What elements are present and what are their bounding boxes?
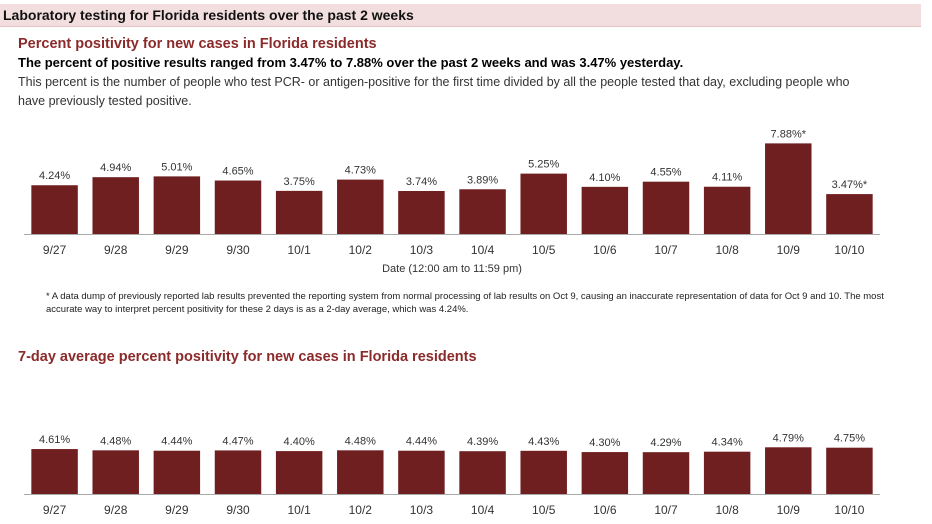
- bar-avg-12: [765, 447, 812, 494]
- x-tick-avg-7: 10/4: [471, 503, 495, 517]
- data-label-avg-12: 4.79%: [773, 432, 804, 444]
- data-label-daily-1: 4.94%: [100, 162, 131, 174]
- bar-avg-3: [214, 450, 262, 494]
- x-tick-daily-12: 10/9: [777, 243, 801, 257]
- data-label-avg-13: 4.75%: [834, 433, 865, 445]
- data-label-daily-6: 3.74%: [406, 176, 437, 188]
- x-tick-daily-9: 10/6: [593, 243, 617, 257]
- data-label-daily-0: 4.24%: [39, 170, 70, 182]
- x-tick-daily-11: 10/8: [715, 243, 739, 257]
- data-label-daily-9: 4.10%: [589, 172, 620, 184]
- bar-daily-11: [703, 186, 751, 234]
- data-label-daily-7: 3.89%: [467, 174, 498, 186]
- x-tick-avg-4: 10/1: [287, 503, 311, 517]
- bar-avg-7: [459, 451, 506, 494]
- x-tick-avg-11: 10/8: [715, 503, 739, 517]
- bar-daily-5: [337, 179, 384, 234]
- bar-daily-3: [214, 180, 262, 234]
- percent-positivity-chart: 4.24% 9/27 4.94% 9/28 5.01% 9/29 4.65% 9/30 3.75…: [24, 128, 880, 275]
- x-tick-daily-10: 10/7: [654, 243, 678, 257]
- bar-daily-4: [275, 190, 323, 234]
- x-tick-daily-3: 9/30: [226, 243, 250, 257]
- x-tick-daily-13: 10/10: [834, 243, 864, 257]
- data-label-daily-13: 3.47%*: [832, 179, 868, 191]
- data-label-avg-0: 4.61%: [39, 434, 70, 446]
- data-label-daily-2: 5.01%: [161, 161, 192, 173]
- data-label-avg-9: 4.30%: [589, 437, 620, 449]
- x-tick-avg-6: 10/3: [410, 503, 434, 517]
- x-tick-avg-1: 9/28: [104, 503, 128, 517]
- bar-daily-7: [459, 189, 506, 234]
- bar-avg-4: [275, 451, 323, 494]
- x-tick-daily-6: 10/3: [410, 243, 434, 257]
- x-tick-avg-0: 9/27: [43, 503, 67, 517]
- bar-daily-2: [153, 176, 201, 234]
- x-tick-avg-5: 10/2: [349, 503, 373, 517]
- data-label-avg-5: 4.48%: [345, 435, 376, 447]
- page-title: Laboratory testing for Florida residents…: [3, 7, 414, 23]
- data-label-avg-1: 4.48%: [100, 435, 131, 447]
- bar-avg-2: [153, 450, 201, 494]
- data-label-daily-4: 3.75%: [284, 176, 315, 188]
- data-label-avg-8: 4.43%: [528, 436, 559, 448]
- bar-daily-0: [31, 185, 78, 234]
- x-tick-avg-3: 9/30: [226, 503, 250, 517]
- x-tick-daily-1: 9/28: [104, 243, 128, 257]
- bar-avg-5: [337, 450, 384, 494]
- data-label-daily-5: 4.73%: [345, 165, 376, 177]
- x-axis-title-daily: Date (12:00 am to 11:59 pm): [382, 263, 522, 275]
- bar-avg-11: [703, 451, 751, 494]
- data-label-daily-11: 4.11%: [712, 172, 743, 184]
- bar-daily-8: [520, 173, 567, 234]
- x-tick-avg-2: 9/29: [165, 503, 189, 517]
- data-label-daily-12: 7.88%*: [771, 128, 807, 140]
- data-label-daily-8: 5.25%: [528, 159, 559, 171]
- chart2-title: 7-day average percent positivity for new…: [18, 349, 477, 365]
- bar-avg-0: [31, 449, 78, 494]
- x-tick-daily-2: 9/29: [165, 243, 189, 257]
- data-label-daily-3: 4.65%: [222, 166, 253, 178]
- chart1-footnote: * A data dump of previously reported lab…: [46, 291, 884, 315]
- x-tick-avg-10: 10/7: [654, 503, 678, 517]
- data-label-avg-7: 4.39%: [467, 436, 498, 448]
- data-label-avg-11: 4.34%: [712, 437, 743, 449]
- bar-daily-6: [398, 190, 445, 234]
- x-tick-daily-5: 10/2: [349, 243, 373, 257]
- data-label-avg-4: 4.40%: [284, 436, 315, 448]
- data-label-avg-3: 4.47%: [222, 435, 253, 447]
- data-label-avg-10: 4.29%: [650, 437, 681, 449]
- x-tick-avg-12: 10/9: [777, 503, 801, 517]
- chart1-headline: The percent of positive results ranged f…: [18, 55, 684, 70]
- bar-daily-9: [581, 186, 629, 234]
- bar-avg-6: [398, 450, 445, 494]
- x-tick-daily-8: 10/5: [532, 243, 556, 257]
- chart1-description: This percent is the number of people who…: [18, 75, 850, 108]
- x-tick-avg-13: 10/10: [834, 503, 864, 517]
- x-tick-avg-9: 10/6: [593, 503, 617, 517]
- data-label-avg-6: 4.44%: [406, 436, 437, 448]
- bar-avg-9: [581, 452, 629, 494]
- bar-avg-8: [520, 450, 567, 494]
- bar-daily-12: [765, 143, 812, 234]
- header-band: Laboratory testing for Florida residents…: [0, 4, 921, 27]
- bar-daily-10: [642, 181, 690, 234]
- data-label-avg-2: 4.44%: [161, 436, 192, 448]
- bar-daily-1: [92, 177, 139, 234]
- x-tick-daily-7: 10/4: [471, 243, 495, 257]
- bar-avg-10: [642, 452, 690, 494]
- x-tick-daily-0: 9/27: [43, 243, 67, 257]
- bar-daily-13: [826, 194, 873, 234]
- bar-avg-13: [826, 447, 873, 494]
- x-tick-avg-8: 10/5: [532, 503, 556, 517]
- x-tick-daily-4: 10/1: [287, 243, 311, 257]
- data-label-daily-10: 4.55%: [650, 167, 681, 179]
- seven-day-average-chart: 4.61% 9/27 4.48% 9/28 4.44% 9/29 4.47% 9/30 4.40…: [24, 432, 880, 517]
- chart1-title: Percent positivity for new cases in Flor…: [18, 36, 377, 52]
- bar-avg-1: [92, 450, 139, 494]
